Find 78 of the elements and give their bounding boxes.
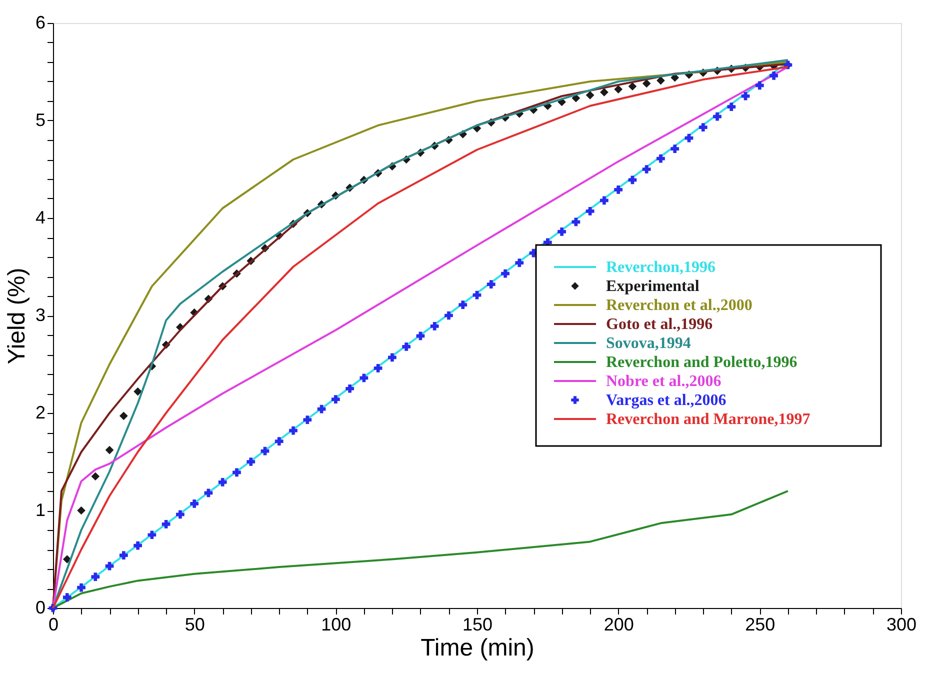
point [176, 510, 184, 519]
x-tick-label: 250 [745, 614, 776, 634]
point [558, 227, 566, 236]
point [501, 269, 510, 278]
point [642, 165, 651, 174]
point [572, 218, 580, 226]
point [303, 416, 312, 424]
legend-label: Reverchon et al.,2000 [606, 297, 752, 314]
point [91, 472, 100, 481]
point [586, 206, 594, 216]
point [346, 384, 354, 393]
x-tick-label: 100 [321, 614, 352, 634]
point [289, 426, 298, 435]
point [628, 82, 637, 91]
point [119, 412, 128, 420]
point [430, 322, 439, 330]
point [670, 144, 680, 153]
x-tick-label: 300 [886, 614, 917, 634]
legend-label: Reverchon,1996 [606, 259, 716, 276]
point [274, 437, 284, 446]
point [770, 71, 778, 80]
point [741, 92, 750, 100]
point [218, 478, 227, 486]
point [727, 102, 736, 112]
point [134, 541, 142, 550]
point [232, 468, 241, 477]
legend-label: Sovova,1994 [606, 335, 691, 352]
point [614, 85, 623, 94]
y-tick-label: 2 [35, 402, 46, 422]
point [713, 112, 722, 121]
y-tick-label: 1 [35, 500, 46, 520]
point [77, 583, 86, 592]
legend-label: Nobre et al.,2006 [606, 373, 722, 390]
point [317, 404, 326, 414]
point [360, 374, 368, 382]
point [62, 593, 72, 602]
point [656, 154, 665, 163]
point [515, 258, 524, 268]
point [388, 353, 396, 362]
legend-label: Reverchon and Marrone,1997 [606, 411, 810, 428]
point [600, 196, 608, 205]
point [134, 387, 142, 396]
y-axis-title: Yield (%) [3, 268, 30, 364]
point [444, 311, 453, 320]
x-tick-label: 0 [48, 614, 59, 634]
point [614, 186, 623, 194]
point [586, 90, 594, 100]
y-tick-label: 0 [35, 598, 46, 618]
point [600, 88, 608, 96]
legend-label: Vargas et al.,2006 [606, 392, 726, 409]
point [698, 123, 708, 132]
x-tick-label: 50 [184, 614, 205, 634]
point [162, 520, 170, 528]
legend-label: Goto et al.,1996 [606, 316, 713, 333]
y-tick-label: 3 [35, 305, 46, 325]
x-tick-label: 150 [462, 614, 493, 634]
legend-label: Reverchon and Poletto,1996 [606, 354, 798, 371]
point [148, 530, 156, 540]
point [374, 364, 382, 372]
y-tick-label: 5 [35, 110, 46, 130]
legend-label: Experimental [606, 278, 700, 295]
x-axis-title: Time (min) [420, 634, 534, 662]
point [486, 280, 496, 288]
x-tick-label: 200 [604, 614, 634, 634]
point [77, 506, 86, 515]
point [190, 499, 199, 508]
point [755, 81, 764, 90]
y-tick-label: 6 [35, 12, 46, 32]
y-tick-label: 4 [35, 208, 46, 228]
point [402, 342, 411, 351]
point [119, 551, 128, 560]
point [91, 572, 100, 581]
point [105, 446, 114, 454]
point [642, 79, 651, 88]
point [246, 458, 256, 466]
point [458, 300, 468, 309]
point [331, 395, 340, 404]
point [105, 562, 114, 570]
